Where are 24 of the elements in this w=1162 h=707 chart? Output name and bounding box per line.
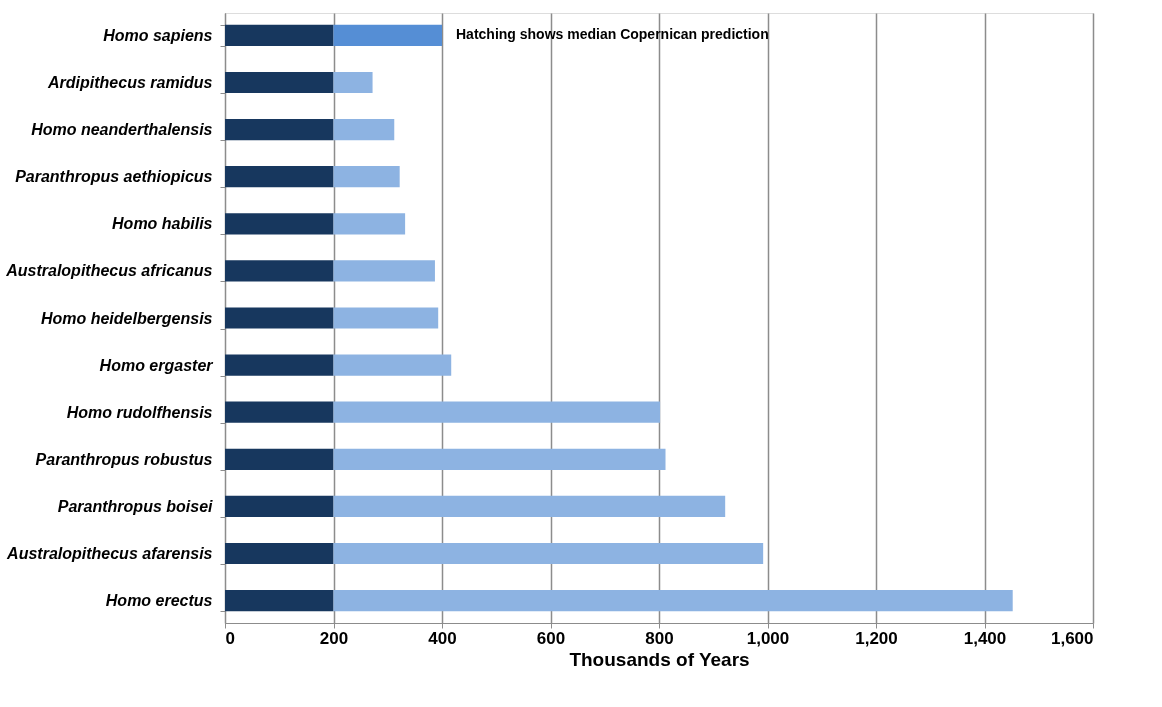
y-tick-label: Homo sapiens xyxy=(103,26,213,44)
y-tick-label: Ardipithecus ramidus xyxy=(47,73,213,91)
x-tick-label: 0 xyxy=(225,628,235,648)
x-axis-title: Thousands of Years xyxy=(569,648,750,670)
x-tick-label: 600 xyxy=(536,628,566,648)
x-tick-label: 800 xyxy=(645,628,674,648)
y-tick-label: Paranthropus robustus xyxy=(35,450,213,468)
y-tick-label: Australopithecus afarensis xyxy=(6,545,213,563)
x-tick-label: 200 xyxy=(319,628,349,648)
y-tick-label: Homo neanderthalensis xyxy=(31,121,213,139)
y-tick-label: Australopithecus africanus xyxy=(5,262,213,280)
y-tick-label: Homo rudolfhensis xyxy=(66,403,213,421)
y-tick-label: Homo erectus xyxy=(105,592,213,610)
x-tick-label: 1,600 xyxy=(1050,628,1094,648)
y-tick-label: Paranthropus boisei xyxy=(57,497,214,515)
y-tick-label: Homo ergaster xyxy=(99,356,214,374)
y-tick-label: Homo heidelbergensis xyxy=(40,309,213,327)
x-tick-label: 1,400 xyxy=(963,628,1007,648)
x-tick-label: 400 xyxy=(428,628,457,648)
annotation: Hatching shows median Copernican prediction xyxy=(456,26,769,43)
x-tick-label: 1,000 xyxy=(746,628,790,648)
x-tick-label: 1,200 xyxy=(855,628,898,648)
y-tick-label: Homo habilis xyxy=(112,215,213,233)
y-tick-label: Paranthropus aethiopicus xyxy=(15,168,213,186)
